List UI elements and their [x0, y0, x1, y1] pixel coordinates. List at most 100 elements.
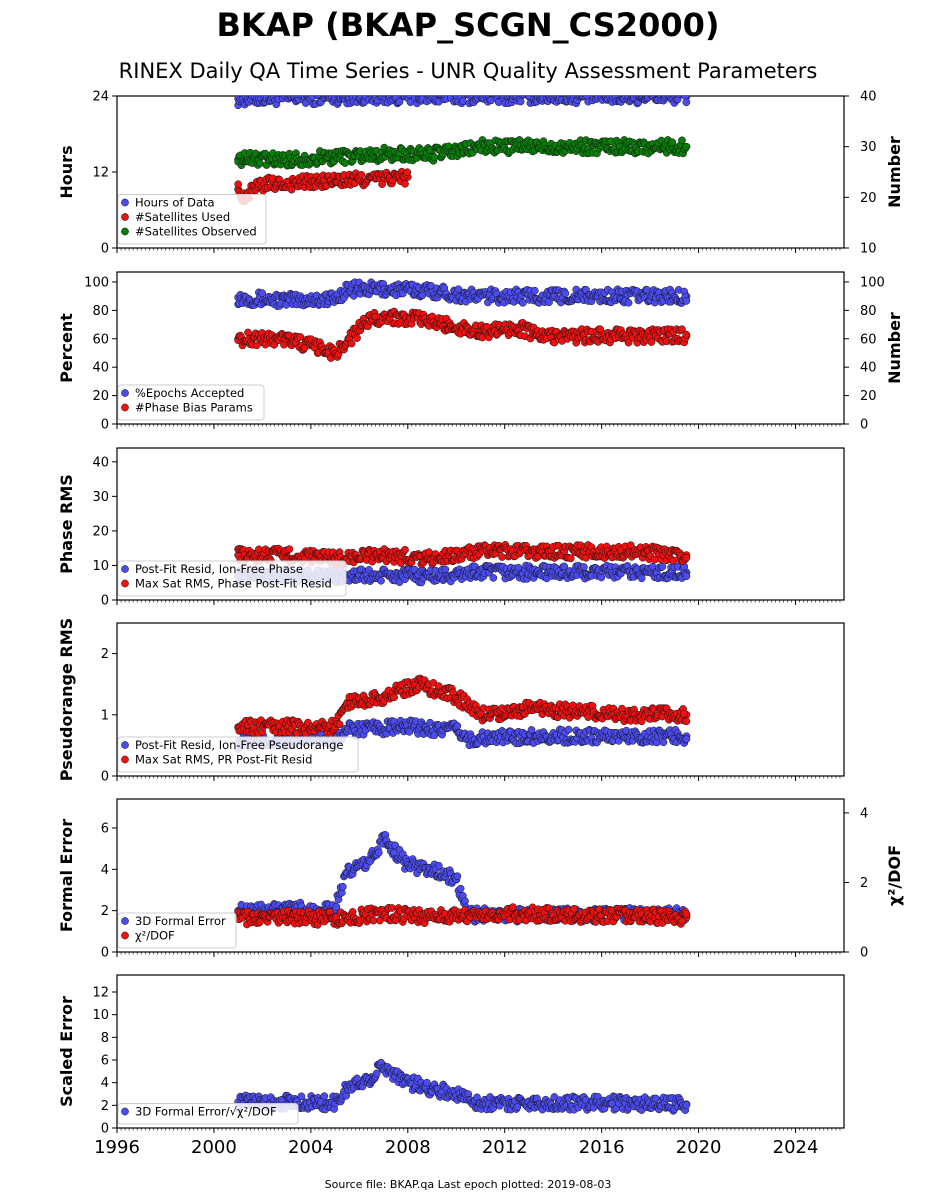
y-tick-label: 12 [92, 166, 109, 181]
y-tick-label-right: 2 [860, 876, 868, 891]
panel-3: 0 10 20 30 40 Phase RMS Post-Fit Resid, Ion-Fr… [57, 447, 845, 609]
data-point [503, 87, 510, 94]
y-tick-label-right: 100 [860, 275, 885, 290]
data-point [430, 88, 437, 95]
data-point [586, 87, 593, 94]
legend-box [117, 560, 347, 597]
legend-box [117, 194, 267, 245]
y-axis-left: 0 20 40 60 80 100 [84, 275, 117, 433]
legend: Post-Fit Resid, Ion-Free PseudorangeMax … [117, 736, 359, 773]
data-point [682, 717, 691, 726]
data-point [381, 96, 386, 97]
y-axis-label: Hours [57, 145, 76, 198]
y-tick-label-right: 40 [860, 90, 877, 105]
data-point [667, 96, 671, 97]
data-point [471, 88, 478, 95]
data-point [283, 88, 290, 95]
y-axis-right: 0 2 4 [844, 806, 868, 961]
data-point [520, 96, 524, 97]
data-point [680, 710, 689, 718]
data-point [287, 185, 296, 194]
y-axis-label-right: Number [885, 136, 904, 208]
series-2 [234, 674, 691, 738]
data-point [418, 291, 427, 300]
data-point [682, 142, 691, 151]
data-point [456, 884, 465, 893]
data-point [521, 88, 528, 95]
data-point [441, 565, 450, 574]
data-point [596, 88, 603, 95]
data-point [453, 872, 462, 881]
data-point [517, 96, 520, 97]
series-group [234, 86, 691, 206]
data-point [414, 96, 418, 97]
data-point [313, 88, 320, 95]
y-tick-label-right: 4 [860, 806, 868, 821]
panel-2: 0 20 40 60 80 100 Percent 0 20 40 60 80 100 Number %Ep… [57, 271, 904, 433]
data-point [401, 545, 409, 554]
y-tick-label-right: 40 [860, 361, 877, 376]
data-point [409, 88, 416, 95]
data-point [355, 88, 362, 95]
y-tick-label-right: 0 [860, 946, 868, 961]
data-point [388, 87, 395, 94]
data-point [651, 87, 658, 94]
data-point [476, 88, 483, 95]
y-tick-label: 2 [101, 904, 109, 919]
y-tick-label: 60 [92, 332, 109, 347]
data-point [588, 86, 595, 93]
data-point [462, 96, 466, 97]
y-tick-label: 10 [92, 559, 109, 574]
data-point [296, 333, 305, 341]
y-tick-label: 1 [101, 708, 109, 723]
data-point [676, 88, 683, 95]
plot-area [116, 798, 845, 953]
y-tick-label: 6 [101, 821, 109, 836]
data-point [453, 722, 462, 730]
data-point [678, 87, 685, 94]
data-point [613, 96, 615, 97]
data-point [632, 87, 639, 94]
data-point [516, 97, 525, 106]
figure-title: BKAP (BKAP_SCGN_CS2000) [217, 6, 720, 44]
data-point [400, 96, 401, 97]
data-point [623, 88, 630, 95]
data-point [399, 86, 406, 93]
data-point [451, 96, 455, 97]
data-point [491, 88, 498, 95]
data-point [244, 328, 252, 337]
data-point [572, 87, 579, 94]
data-point [605, 86, 612, 93]
data-point [648, 96, 651, 97]
y-tick-label: 4 [101, 863, 109, 878]
y-tick-label: 40 [92, 361, 109, 376]
data-point [445, 88, 452, 95]
data-point [597, 573, 606, 582]
y-axis-label: Pseudorange RMS [57, 618, 76, 781]
series-2 [234, 541, 691, 569]
y-tick-label-right: 30 [860, 140, 877, 155]
panel-4: 0 1 2 Pseudorange RMS Post-Fit Resid, Ion-Fr… [57, 618, 845, 785]
data-point [637, 574, 646, 583]
y-axis-left: 0 10 20 30 40 [92, 455, 117, 609]
y-axis-right: 0 20 40 60 80 100 [844, 275, 885, 433]
data-point [682, 572, 691, 581]
legend: Hours of Data#Satellites Used#Satellites… [117, 194, 267, 245]
data-point [682, 98, 691, 107]
data-point [518, 298, 527, 307]
legend-box [117, 384, 265, 421]
y-axis-left: 0 2 4 6 [101, 821, 117, 961]
data-point [618, 704, 626, 713]
legend-label: #Satellites Observed [135, 225, 257, 239]
data-point [678, 325, 686, 334]
y-tick-label: 20 [92, 389, 109, 404]
data-point [401, 179, 409, 188]
series-1 [234, 86, 691, 110]
data-point [329, 96, 333, 97]
data-point [626, 541, 635, 550]
legend-marker [121, 213, 129, 221]
legend: %Epochs Accepted#Phase Bias Params [117, 384, 265, 421]
series-1 [234, 278, 691, 310]
series-group [234, 831, 691, 929]
